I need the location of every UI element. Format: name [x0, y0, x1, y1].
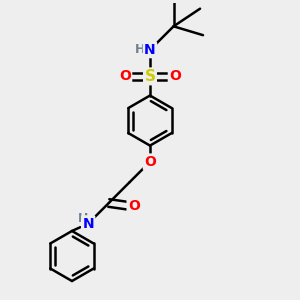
- Text: S: S: [145, 69, 155, 84]
- Text: H: H: [134, 44, 145, 56]
- Text: O: O: [144, 155, 156, 169]
- Text: O: O: [128, 199, 140, 213]
- Text: N: N: [144, 43, 156, 57]
- Text: H: H: [78, 212, 88, 225]
- Text: O: O: [119, 69, 131, 83]
- Text: O: O: [169, 69, 181, 83]
- Text: N: N: [82, 217, 94, 231]
